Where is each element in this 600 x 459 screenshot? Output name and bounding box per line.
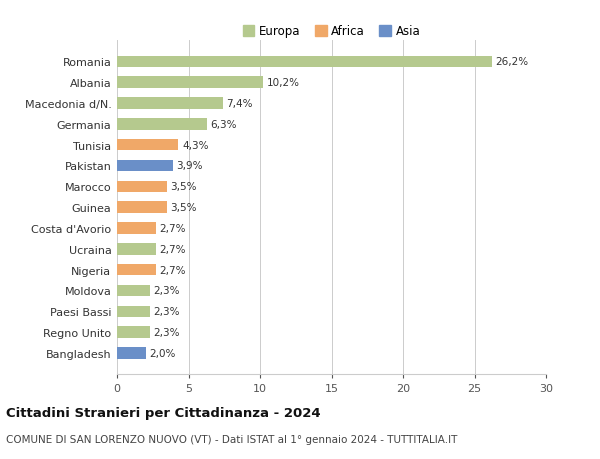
Text: 2,7%: 2,7% — [159, 244, 185, 254]
Bar — [117, 327, 150, 338]
Bar — [117, 347, 146, 359]
Text: 4,3%: 4,3% — [182, 140, 209, 150]
Text: 2,3%: 2,3% — [154, 307, 180, 317]
Bar — [117, 140, 178, 151]
Bar — [117, 119, 207, 130]
Bar — [117, 306, 150, 317]
Text: 2,7%: 2,7% — [159, 265, 185, 275]
Text: 26,2%: 26,2% — [495, 57, 529, 67]
Bar — [117, 77, 263, 89]
Text: 6,3%: 6,3% — [211, 119, 237, 129]
Text: Cittadini Stranieri per Cittadinanza - 2024: Cittadini Stranieri per Cittadinanza - 2… — [6, 406, 320, 419]
Bar — [117, 202, 167, 213]
Text: 7,4%: 7,4% — [226, 99, 253, 109]
Text: 2,3%: 2,3% — [154, 286, 180, 296]
Bar — [117, 244, 155, 255]
Text: 2,7%: 2,7% — [159, 224, 185, 234]
Text: 2,3%: 2,3% — [154, 327, 180, 337]
Text: 3,5%: 3,5% — [170, 182, 197, 192]
Legend: Europa, Africa, Asia: Europa, Africa, Asia — [238, 21, 425, 43]
Bar — [117, 56, 491, 68]
Bar — [117, 223, 155, 234]
Text: COMUNE DI SAN LORENZO NUOVO (VT) - Dati ISTAT al 1° gennaio 2024 - TUTTITALIA.IT: COMUNE DI SAN LORENZO NUOVO (VT) - Dati … — [6, 434, 457, 444]
Text: 3,5%: 3,5% — [170, 203, 197, 213]
Bar — [117, 285, 150, 297]
Text: 3,9%: 3,9% — [176, 161, 203, 171]
Bar — [117, 98, 223, 109]
Bar — [117, 160, 173, 172]
Bar — [117, 181, 167, 193]
Text: 2,0%: 2,0% — [149, 348, 176, 358]
Text: 10,2%: 10,2% — [266, 78, 299, 88]
Bar — [117, 264, 155, 276]
